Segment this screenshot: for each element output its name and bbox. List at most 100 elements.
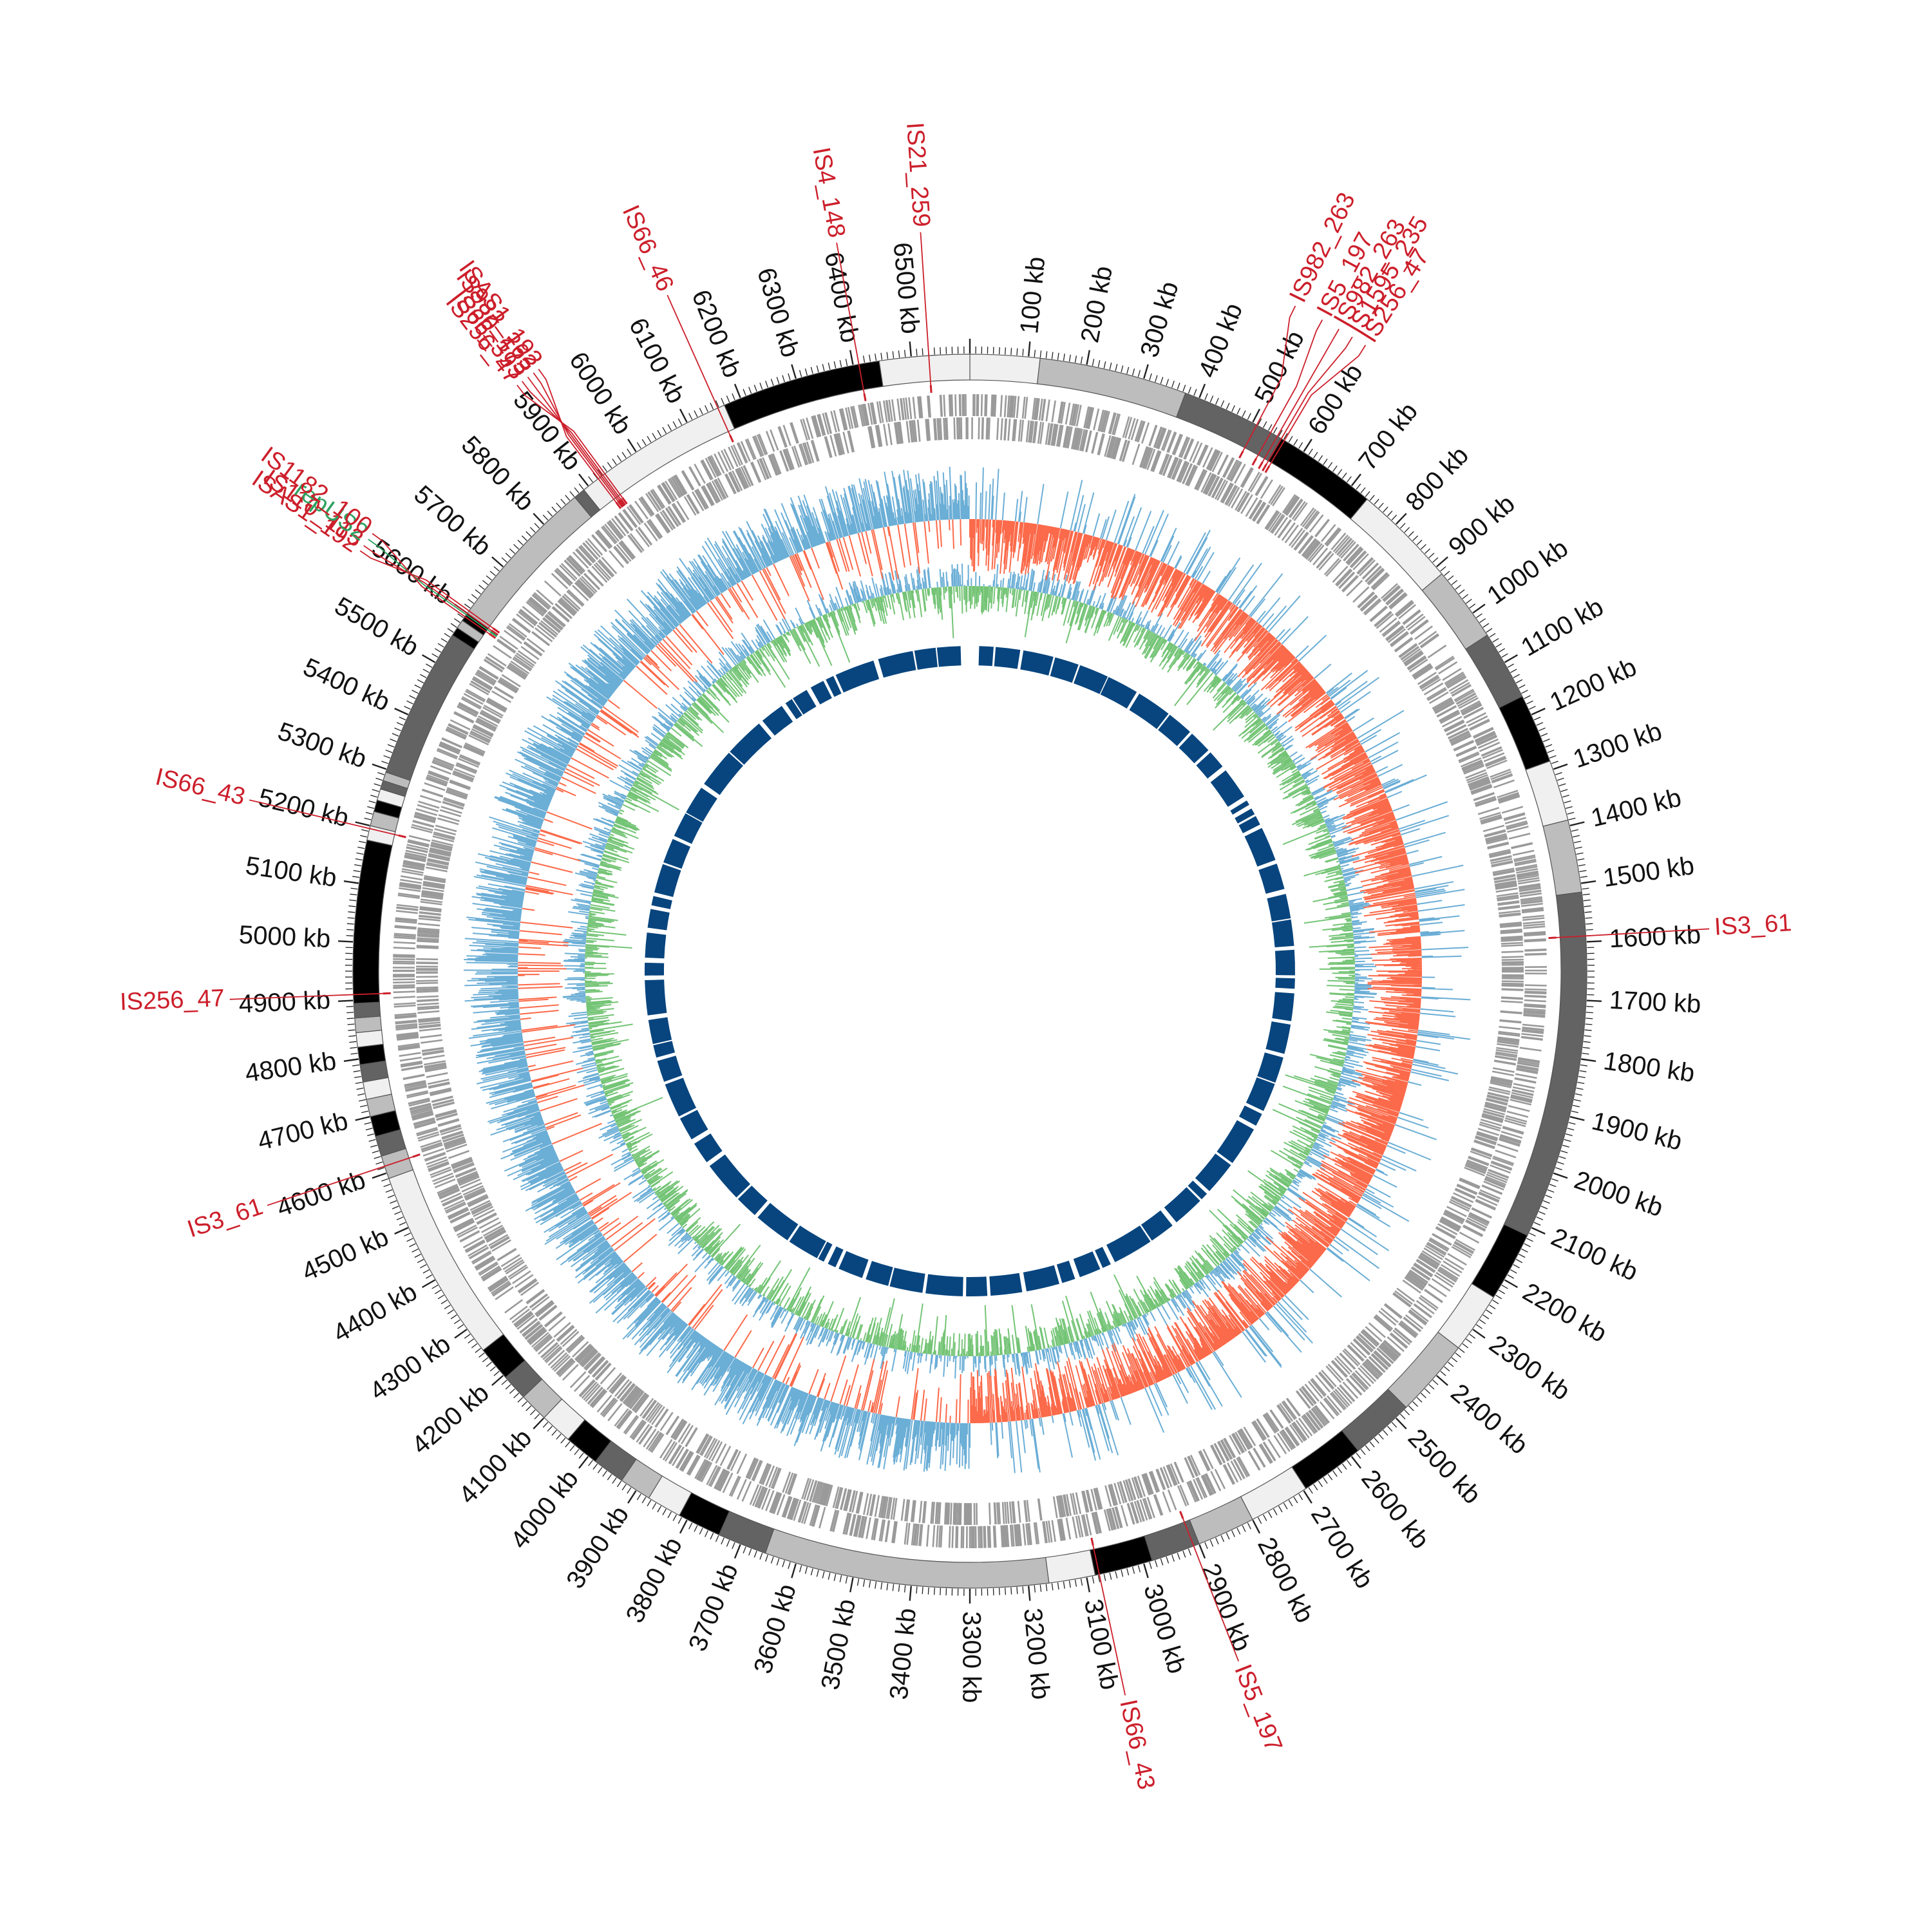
cds-mark	[1226, 486, 1238, 506]
cds-mark	[468, 1244, 488, 1257]
feature-leader-line	[836, 242, 865, 394]
cds-mark	[400, 875, 423, 881]
cds-mark	[506, 666, 526, 680]
cds-mark	[1505, 1115, 1528, 1122]
minor-tick	[529, 1409, 536, 1416]
cds-mark	[1352, 1372, 1369, 1389]
cds-mark	[543, 617, 561, 632]
cds-mark	[1312, 1406, 1328, 1425]
cds-mark	[1488, 1169, 1509, 1179]
minor-tick	[1451, 580, 1458, 585]
cds-mark	[1327, 1395, 1342, 1414]
minor-tick	[1558, 1156, 1566, 1159]
minor-tick	[1171, 381, 1175, 388]
cds-mark	[658, 484, 672, 504]
cds-mark	[1403, 610, 1421, 625]
minor-tick	[453, 1319, 460, 1325]
minor-tick	[1347, 1460, 1352, 1466]
cds-mark	[1394, 637, 1413, 652]
cds-mark	[1457, 695, 1478, 707]
cds-mark	[422, 1148, 444, 1157]
minor-tick	[1177, 383, 1180, 390]
cds-mark	[647, 1403, 661, 1423]
cds-mark	[1155, 1469, 1165, 1490]
minor-tick	[1182, 384, 1186, 392]
cds-mark	[1436, 705, 1457, 718]
inner-block	[785, 699, 802, 719]
minor-tick	[1341, 472, 1347, 479]
cds-mark	[772, 1468, 782, 1490]
cds-mark	[782, 424, 791, 446]
cds-mark	[1295, 1419, 1310, 1439]
minor-tick	[1586, 923, 1593, 925]
cds-mark	[956, 1526, 959, 1548]
cds-mark	[1379, 617, 1397, 633]
minor-tick	[505, 553, 511, 558]
cds-mark	[485, 1229, 506, 1242]
cds-mark	[464, 742, 486, 753]
cds-mark	[671, 504, 685, 524]
cds-mark	[701, 1435, 713, 1456]
cds-mark	[422, 884, 445, 889]
major-tick	[1504, 1279, 1519, 1289]
tick-label: 4000 kb	[505, 1464, 584, 1554]
contig-segment	[1045, 1549, 1096, 1584]
minor-tick	[1560, 1150, 1568, 1153]
cds-mark	[393, 954, 415, 956]
minor-tick	[1412, 535, 1419, 542]
cds-mark	[1144, 1473, 1153, 1495]
minor-tick	[933, 347, 935, 355]
minor-tick	[1298, 442, 1303, 449]
minor-tick	[1486, 628, 1493, 633]
inner-block	[651, 896, 672, 909]
minor-tick	[607, 1473, 612, 1481]
minor-tick	[355, 858, 363, 861]
cds-mark	[1142, 447, 1152, 469]
minor-tick	[468, 598, 474, 604]
minor-tick	[1074, 1579, 1077, 1587]
cds-mark	[842, 431, 849, 454]
inner-block	[1196, 752, 1223, 779]
cds-mark	[507, 665, 527, 679]
cds-mark	[913, 420, 918, 442]
cds-mark	[494, 686, 514, 699]
cds-mark	[601, 1398, 617, 1417]
cds-mark	[626, 506, 641, 526]
cds-mark	[809, 1480, 817, 1502]
cds-mark	[489, 1278, 509, 1293]
cds-mark	[1222, 457, 1234, 478]
minor-tick	[1575, 846, 1582, 849]
cds-mark	[1473, 728, 1494, 739]
cds-mark	[1144, 448, 1153, 469]
inner-block-ring	[645, 646, 1296, 1297]
cds-mark	[844, 1489, 851, 1511]
major-tick	[1581, 1058, 1596, 1062]
cds-mark	[1424, 1289, 1443, 1303]
cds-mark	[526, 601, 544, 617]
major-tick	[1553, 763, 1568, 770]
minor-tick	[361, 829, 369, 832]
cds-mark	[1440, 1218, 1461, 1230]
cds-mark	[1456, 1184, 1477, 1195]
cds-mark	[1036, 398, 1040, 421]
cds-mark	[1310, 1379, 1325, 1397]
cds-mark	[1474, 795, 1496, 805]
minor-tick	[1332, 1470, 1338, 1477]
cds-mark	[620, 540, 636, 558]
cds-mark	[1004, 418, 1007, 440]
tick-label: 2100 kb	[1547, 1223, 1642, 1287]
cds-mark	[459, 754, 481, 764]
cds-mark	[1368, 1322, 1386, 1338]
cds-mark	[715, 1469, 727, 1490]
minor-tick	[1562, 1144, 1569, 1148]
minor-tick	[422, 668, 430, 673]
minor-tick	[652, 433, 657, 440]
inner-block	[665, 1077, 697, 1117]
cds-mark	[456, 762, 478, 772]
cds-mark	[429, 1087, 451, 1094]
cds-mark	[1122, 1480, 1131, 1502]
cds-mark	[456, 1171, 478, 1181]
cds-mark	[905, 421, 911, 443]
cds-mark	[393, 933, 416, 936]
cds-mark	[477, 717, 497, 729]
